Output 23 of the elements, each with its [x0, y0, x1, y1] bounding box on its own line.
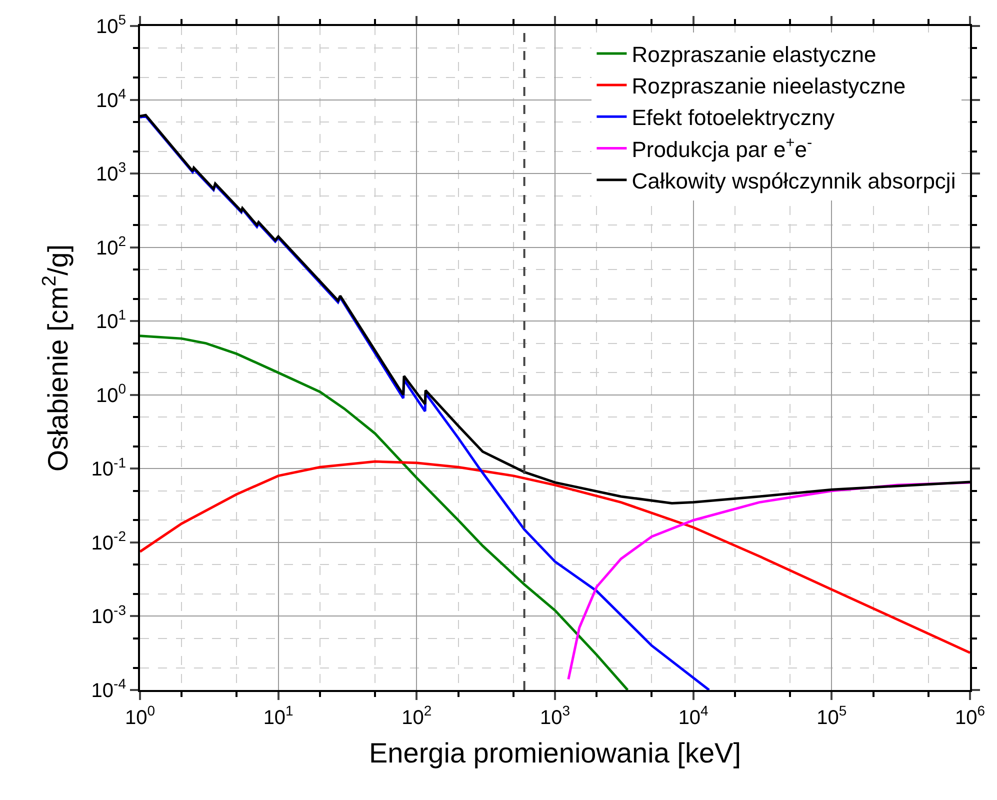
x-tick-label: 10$^{2}$ — [402, 702, 432, 729]
y-tick-label: 10$^{4}$ — [96, 85, 126, 112]
x-tick-label: 10$^{5}$ — [816, 702, 847, 729]
legend-label: Rozpraszanie elastyczne — [632, 42, 876, 68]
y-tick-label: 10$^{-2}$ — [91, 528, 126, 554]
x-tick-label: 10$^{3}$ — [540, 702, 570, 729]
y-tick-label: 10$^{3}$ — [96, 159, 126, 186]
legend-label: Produkcja par e$^{+}$e$^{-}$ — [632, 134, 812, 162]
x-tick-label: 10$^{6}$ — [954, 702, 986, 729]
y-tick-label: 10$^{-4}$ — [91, 676, 126, 702]
y-tick-label: 10$^{-3}$ — [91, 602, 126, 628]
x-tick-label: 10$^{0}$ — [124, 702, 156, 729]
x-axis-title: Energia promieniowania [keV] — [369, 738, 741, 769]
y-tick-label: 10$^{0}$ — [96, 380, 126, 407]
legend-label: Rozpraszanie nieelastyczne — [632, 74, 906, 99]
legend-label: Całkowity współczynnik absorpcji — [632, 168, 956, 194]
y-tick-label: 10$^{1}$ — [96, 306, 126, 334]
y-tick-label: 10$^{5}$ — [96, 12, 126, 38]
legend-label: Efekt fotoelektryczny — [632, 105, 835, 130]
y-tick-label: 10$^{2}$ — [96, 232, 126, 260]
x-tick-label: 10$^{4}$ — [678, 702, 709, 729]
x-tick-label: 10$^{1}$ — [263, 702, 294, 729]
y-tick-label: 10$^{-1}$ — [91, 454, 126, 481]
